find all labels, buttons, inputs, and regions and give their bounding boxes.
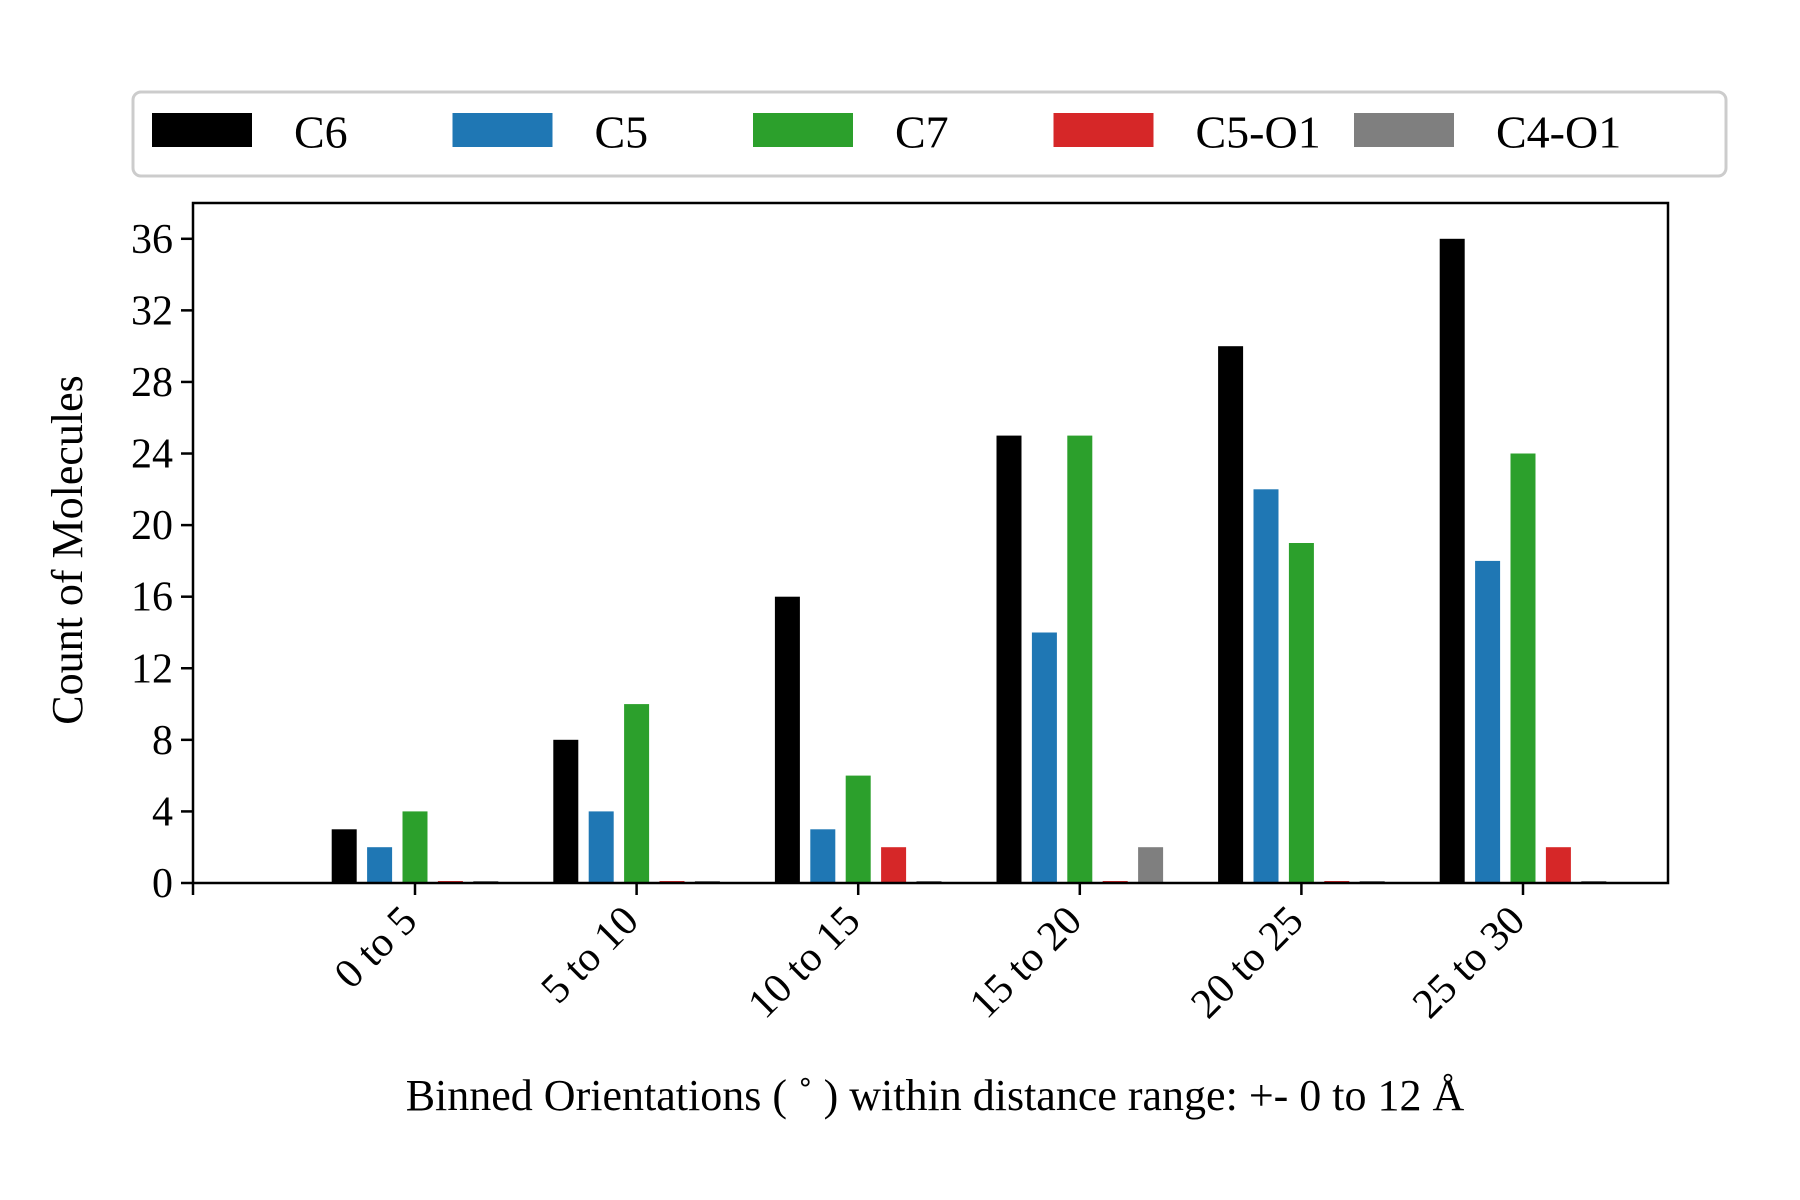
bar-c5-6 — [1475, 560, 1501, 883]
y-tick-label: 24 — [131, 432, 173, 478]
y-tick-label: 32 — [131, 288, 173, 334]
y-axis-label: Count of Molecules — [43, 375, 92, 725]
legend-swatch-c4-o1 — [1354, 113, 1454, 147]
bar-c5-2 — [588, 811, 614, 883]
legend-label-c7: C7 — [895, 107, 949, 158]
legend-label-c5-o1: C5-O1 — [1196, 107, 1321, 158]
y-tick-label: 28 — [131, 360, 173, 406]
y-tick-label: 20 — [131, 503, 173, 549]
legend-label-c5: C5 — [595, 107, 649, 158]
bar-c7-1 — [402, 811, 428, 883]
legend-swatch-c5 — [452, 113, 553, 147]
legend-label-c6: C6 — [294, 107, 348, 158]
legend-swatch-c5-o1 — [1053, 113, 1154, 147]
axes: 0 4 8 12 16 20 24 28 32 36 0 to 5 5 to 10 10 to 15 15… — [131, 201, 1670, 1028]
bar-c4-o1-4 — [1138, 847, 1164, 883]
bar-c5-4 — [1031, 632, 1057, 883]
y-tick-label: 16 — [131, 575, 173, 621]
bar-c7-2 — [624, 704, 650, 883]
bar-c5-5 — [1253, 489, 1279, 883]
y-tick-label: 4 — [152, 789, 173, 835]
bar-c7-6 — [1510, 453, 1536, 883]
bar-c6-1 — [331, 829, 357, 883]
bar-c7-5 — [1288, 543, 1314, 883]
bar-c6-4 — [996, 435, 1022, 883]
bar-c5-o1-6 — [1545, 847, 1571, 883]
bar-c6-2 — [553, 739, 579, 883]
x-tick-label: 0 to 5 — [326, 898, 426, 998]
legend-label-c4-o1: C4-O1 — [1496, 107, 1621, 158]
y-tick-label: 0 — [152, 861, 173, 907]
bar-c7-4 — [1067, 435, 1093, 883]
legend-swatch-c6 — [152, 113, 252, 147]
bar-c7-3 — [845, 775, 871, 883]
bar-c5-o1-3 — [881, 847, 907, 883]
bar-c5-3 — [810, 829, 836, 883]
x-tick-label: 20 to 25 — [1183, 898, 1313, 1028]
y-tick-label: 36 — [131, 217, 173, 263]
bar-c6-5 — [1218, 346, 1244, 883]
y-tick-label: 8 — [152, 718, 173, 764]
bar-c5-1 — [367, 847, 393, 883]
legend: C6 C5 C7 C5-O1 C4-O1 — [131, 90, 1728, 178]
y-tick-label: 12 — [131, 646, 173, 692]
bars — [331, 238, 1607, 884]
bar-c6-6 — [1439, 238, 1465, 884]
x-axis-label: Binned Orientations ( ˚ ) within distanc… — [406, 1071, 1465, 1120]
x-tick-label: 25 to 30 — [1404, 898, 1534, 1028]
x-tick-label: 10 to 15 — [739, 898, 869, 1028]
bar-c6-3 — [774, 596, 800, 883]
legend-swatch-c7 — [753, 113, 853, 147]
x-tick-label: 5 to 10 — [533, 898, 648, 1013]
x-tick-label: 15 to 20 — [961, 898, 1091, 1028]
plot-frame — [191, 201, 1670, 885]
